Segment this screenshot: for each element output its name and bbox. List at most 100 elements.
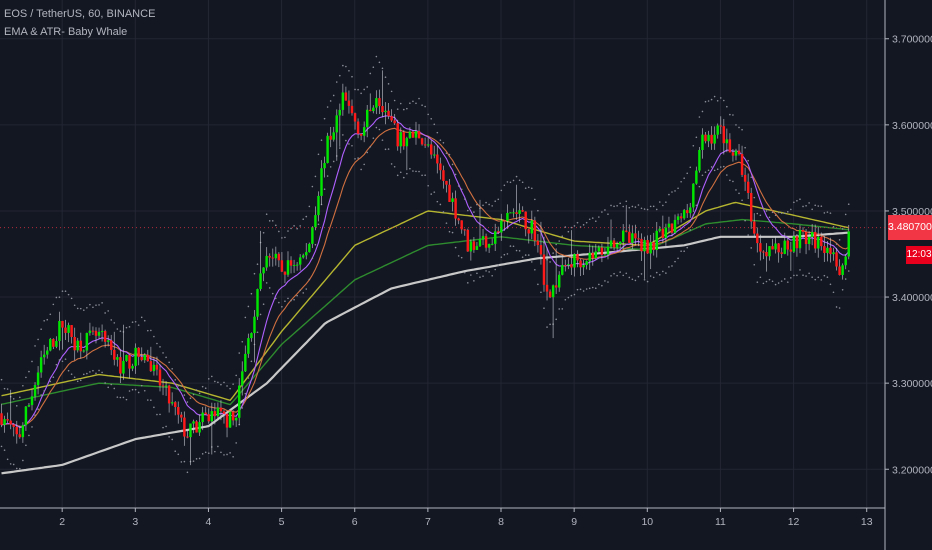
atr-lower-dot bbox=[567, 296, 570, 299]
indicator-legend[interactable]: EMA & ATR- Baby Whale bbox=[4, 26, 128, 38]
atr-upper-dot bbox=[104, 312, 106, 314]
atr-upper-dot bbox=[799, 198, 801, 201]
atr-upper-dot bbox=[412, 100, 414, 103]
time-axis[interactable]: 2 3 4 5 6 7 8 9 10 11 12 13 bbox=[59, 508, 873, 528]
down-candle bbox=[445, 180, 448, 185]
atr-upper-dot bbox=[265, 213, 268, 216]
up-candle bbox=[557, 274, 561, 288]
up-candle bbox=[844, 256, 847, 266]
atr-upper-dot bbox=[473, 211, 475, 213]
atr-lower-dot bbox=[183, 460, 186, 463]
atr-lower-dot bbox=[92, 369, 94, 372]
atr-lower-dot bbox=[790, 277, 792, 279]
up-candle bbox=[311, 227, 314, 244]
atr-upper-dot bbox=[628, 206, 631, 209]
atr-lower-dot bbox=[832, 291, 835, 294]
atr-lower-dot bbox=[555, 318, 557, 321]
atr-upper-dot bbox=[70, 297, 73, 300]
atr-lower-dot bbox=[576, 288, 579, 291]
atr-upper-dot bbox=[826, 211, 829, 213]
up-candle bbox=[433, 154, 436, 156]
atr-upper-dot bbox=[658, 201, 661, 203]
up-candle bbox=[408, 131, 412, 139]
atr-lower-dot bbox=[70, 373, 73, 375]
atr-upper-dot bbox=[147, 329, 149, 332]
atr-lower-dot bbox=[98, 369, 100, 372]
up-candle bbox=[338, 109, 342, 116]
x-tick-label: 4 bbox=[206, 516, 212, 528]
atr-lower-dot bbox=[753, 263, 756, 266]
atr-lower-dot bbox=[418, 170, 420, 173]
atr-lower-dot bbox=[786, 281, 789, 283]
atr-lower-dot bbox=[406, 172, 408, 175]
atr-lower-dot bbox=[616, 274, 618, 277]
atr-upper-dot bbox=[19, 396, 21, 399]
atr-lower-dot bbox=[22, 459, 24, 462]
atr-upper-dot bbox=[375, 55, 378, 58]
down-candle bbox=[161, 385, 165, 387]
atr-upper-dot bbox=[735, 124, 737, 126]
down-candle bbox=[527, 229, 530, 234]
atr-upper-dot bbox=[396, 108, 399, 110]
atr-lower-dot bbox=[476, 272, 478, 275]
atr-lower-dot bbox=[265, 282, 268, 284]
x-tick-label: 6 bbox=[352, 516, 358, 528]
symbol-legend[interactable]: EOS / TetherUS, 60, BINANCE bbox=[4, 8, 156, 20]
atr-lower-dot bbox=[34, 414, 36, 416]
down-candle bbox=[70, 325, 73, 337]
down-candle bbox=[381, 106, 384, 113]
atr-upper-dot bbox=[275, 224, 277, 227]
atr-upper-dot bbox=[802, 205, 804, 208]
down-candle bbox=[576, 254, 579, 261]
atr-upper-dot bbox=[40, 328, 42, 331]
down-candle bbox=[158, 369, 162, 386]
atr-lower-dot bbox=[756, 281, 759, 283]
atr-upper-dot bbox=[153, 335, 155, 338]
atr-lower-dot bbox=[73, 376, 76, 379]
atr-lower-dot bbox=[573, 293, 576, 296]
atr-lower-dot bbox=[643, 278, 646, 281]
down-candle bbox=[140, 356, 143, 361]
atr-upper-dot bbox=[738, 126, 740, 129]
up-candle bbox=[366, 109, 369, 128]
atr-lower-dot bbox=[738, 192, 740, 195]
atr-upper-dot bbox=[430, 117, 433, 120]
atr-lower-dot bbox=[338, 147, 341, 149]
down-candle bbox=[79, 340, 82, 352]
atr-upper-dot bbox=[488, 203, 490, 206]
down-candle bbox=[369, 109, 372, 112]
ema-mid-line bbox=[1, 127, 849, 427]
atr-upper-dot bbox=[768, 216, 771, 219]
atr-lower-dot bbox=[716, 168, 719, 171]
up-candle bbox=[585, 261, 588, 266]
up-candle bbox=[198, 422, 201, 433]
down-candle bbox=[225, 413, 229, 428]
down-candle bbox=[466, 229, 470, 252]
atr-lower-dot bbox=[366, 151, 369, 154]
atr-lower-dot bbox=[12, 463, 15, 466]
down-candle bbox=[497, 231, 500, 233]
up-candle bbox=[274, 253, 278, 259]
atr-lower-dot bbox=[482, 275, 484, 277]
up-candle bbox=[49, 339, 52, 351]
price-axis[interactable]: 3.20000000 3.30000000 3.40000000 3.50000000… bbox=[885, 34, 932, 477]
atr-lower-dot bbox=[732, 180, 734, 183]
atr-lower-dot bbox=[55, 363, 58, 366]
down-candle bbox=[704, 134, 707, 142]
atr-upper-dot bbox=[271, 220, 274, 222]
atr-lower-dot bbox=[674, 260, 676, 263]
atr-upper-dot bbox=[631, 205, 634, 208]
down-candle bbox=[12, 424, 15, 427]
up-candle bbox=[716, 125, 719, 135]
atr-upper-dot bbox=[500, 189, 503, 192]
atr-upper-dot bbox=[287, 230, 289, 232]
atr-upper-dot bbox=[326, 106, 329, 108]
up-candle bbox=[244, 353, 247, 372]
atr-lower-dot bbox=[601, 284, 603, 287]
down-candle bbox=[183, 417, 186, 437]
atr-upper-dot bbox=[0, 378, 3, 381]
up-candle bbox=[189, 423, 192, 438]
atr-lower-dot bbox=[207, 452, 210, 455]
up-candle bbox=[667, 223, 671, 228]
